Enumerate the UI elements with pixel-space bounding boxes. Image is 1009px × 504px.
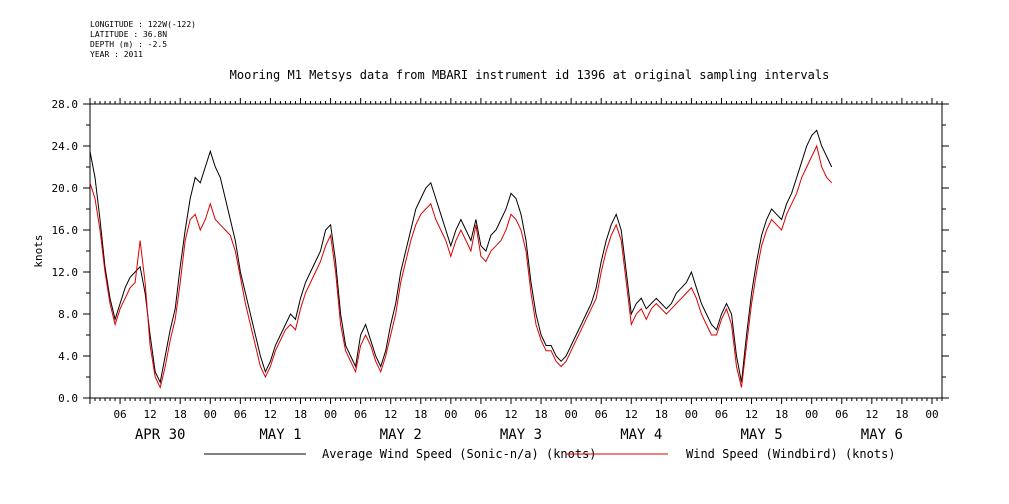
- x-tick-label: 00: [444, 408, 457, 421]
- x-tick-label: 12: [865, 408, 878, 421]
- x-tick-label: 18: [895, 408, 908, 421]
- x-tick-label: 06: [715, 408, 728, 421]
- x-day-label: MAY 3: [500, 427, 542, 443]
- x-tick-label: 12: [144, 408, 157, 421]
- latitude-label: LATITUDE : 36.8N: [90, 30, 168, 39]
- x-tick-label: 00: [685, 408, 698, 421]
- y-tick-label: 20.0: [52, 182, 79, 195]
- depth-label: DEPTH (m) : -2.5: [90, 40, 168, 49]
- x-day-label: MAY 6: [861, 427, 903, 443]
- x-tick-label: 18: [534, 408, 547, 421]
- x-tick-label: 06: [354, 408, 367, 421]
- y-tick-label: 8.0: [58, 308, 78, 321]
- x-tick-label: 18: [174, 408, 187, 421]
- plot-frame: [89, 103, 943, 399]
- x-tick-label: 06: [835, 408, 848, 421]
- series-layer: [89, 129, 833, 389]
- x-tick-label: 00: [565, 408, 578, 421]
- x-tick-label: 12: [625, 408, 638, 421]
- y-axis-label: knots: [32, 234, 45, 267]
- y-tick-label: 16.0: [52, 224, 79, 237]
- x-tick-label: 00: [324, 408, 337, 421]
- legend-label-average-wind: Average Wind Speed (Sonic-n/a) (knots): [322, 447, 597, 461]
- x-tick-label: 06: [595, 408, 608, 421]
- y-tick-label: 4.0: [58, 350, 78, 363]
- x-tick-label: 06: [474, 408, 487, 421]
- x-day-label: APR 30: [135, 427, 186, 443]
- y-tick-label: 28.0: [52, 98, 79, 111]
- mooring-metadata: LONGITUDE : 122W(-122) LATITUDE : 36.8N …: [90, 20, 196, 60]
- y-tick-label: 0.0: [58, 392, 78, 405]
- x-day-label: MAY 4: [620, 427, 662, 443]
- y-tick-label: 24.0: [52, 140, 79, 153]
- x-tick-label: 18: [414, 408, 427, 421]
- y-axis: 0.0 4.0 8.0 12.0 16.0 20.0 24.0 28.0: [52, 98, 949, 405]
- x-tick-label: 18: [775, 408, 788, 421]
- x-tick-label: 00: [925, 408, 938, 421]
- longitude-label: LONGITUDE : 122W(-122): [90, 20, 196, 29]
- x-tick-label: 18: [294, 408, 307, 421]
- x-day-label: MAY 5: [740, 427, 782, 443]
- legend-label-windbird: Wind Speed (Windbird) (knots): [686, 447, 896, 461]
- x-axis: 06 12 18 00 06 12 18 00 06 12 18 00 06 12 18 00 06 12 18 00…: [89, 98, 943, 443]
- x-tick-label: 12: [384, 408, 397, 421]
- x-day-label: MAY 2: [380, 427, 422, 443]
- x-tick-label: 00: [204, 408, 217, 421]
- x-tick-label: 12: [264, 408, 277, 421]
- y-tick-label: 12.0: [52, 266, 79, 279]
- x-tick-label: 06: [113, 408, 126, 421]
- chart-title: Mooring M1 Metsys data from MBARI instru…: [229, 68, 830, 82]
- year-label: YEAR : 2011: [90, 50, 143, 59]
- x-tick-label: 06: [234, 408, 247, 421]
- series-line-average-wind: [89, 129, 833, 384]
- series-line-windbird: [89, 144, 833, 389]
- x-tick-label: 18: [655, 408, 668, 421]
- x-tick-label: 00: [805, 408, 818, 421]
- x-tick-label: 12: [745, 408, 758, 421]
- x-day-label: MAY 1: [259, 427, 301, 443]
- legend: Average Wind Speed (Sonic-n/a) (knots) W…: [204, 447, 896, 461]
- x-tick-label: 12: [504, 408, 517, 421]
